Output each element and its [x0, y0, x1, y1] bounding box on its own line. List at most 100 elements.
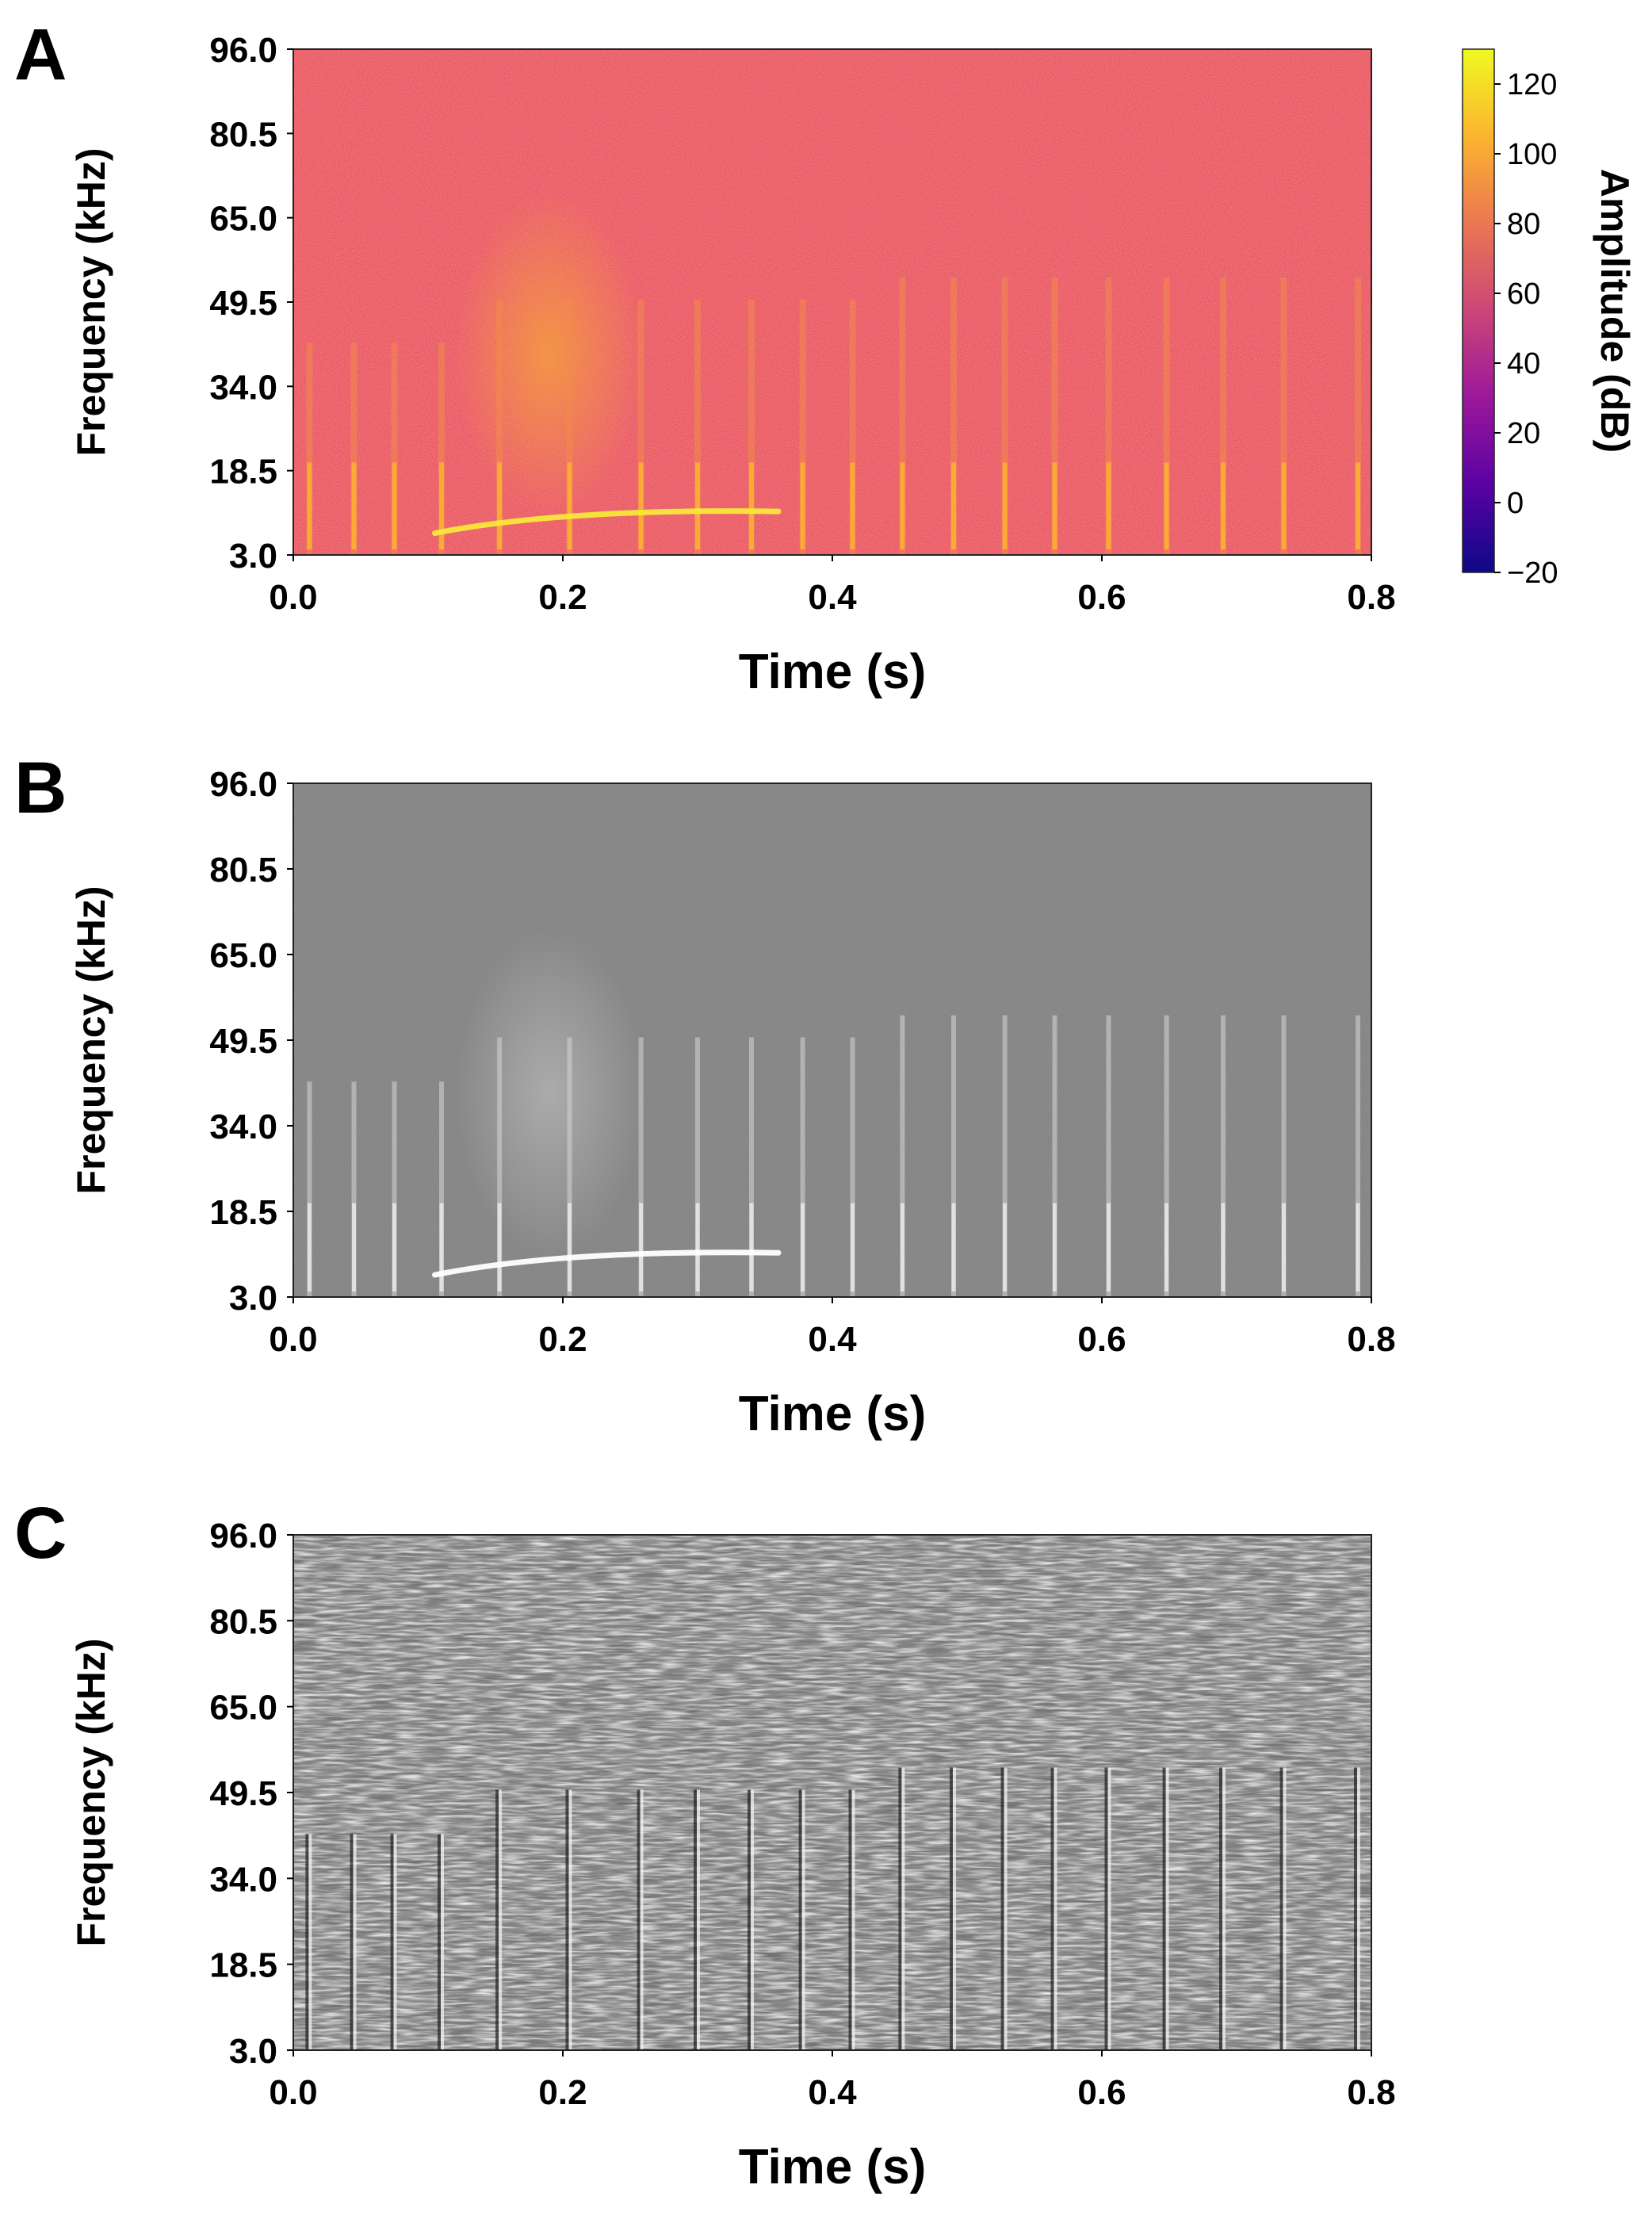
- x-tick-label: 0.6: [1077, 578, 1126, 617]
- x-tick-label: 0.8: [1347, 2073, 1395, 2112]
- pulse-core: [951, 1203, 956, 1292]
- pulse-core: [1281, 462, 1287, 550]
- pulse-edge: [1004, 1767, 1008, 2050]
- x-axis-title: Time (s): [739, 1387, 927, 1441]
- frequency-sweep: [432, 508, 782, 537]
- echolocation-pulse: [1354, 1767, 1357, 2050]
- pulse-edge: [1054, 1767, 1057, 2050]
- echolocation-pulse: [1001, 277, 1008, 555]
- y-tick-label: 96.0: [209, 1517, 277, 1555]
- echolocation-pulse: [1164, 1015, 1169, 1297]
- spectrogram-noise: [293, 49, 1371, 555]
- y-tick-label: 65.0: [209, 200, 277, 239]
- x-tick-label: 0.8: [1347, 1320, 1395, 1359]
- x-axis-title: Time (s): [739, 2140, 927, 2194]
- x-tick-label: 0.4: [808, 2073, 857, 2112]
- pulse-edge: [697, 1789, 700, 2050]
- pulse-core: [951, 462, 956, 550]
- colorbar: 120 100 80 60 40 20 0 −20 Amplitude (dB): [1462, 48, 1637, 590]
- pulse-core: [307, 1203, 312, 1292]
- echolocation-pulse: [638, 1037, 644, 1297]
- x-tick-label: 0.4: [808, 578, 857, 617]
- spectrogram-noise: [293, 783, 1371, 1297]
- x-tick-label: 0.0: [269, 2073, 317, 2112]
- echolocation-pulse: [496, 299, 503, 555]
- colorbar-tick-label: 100: [1507, 138, 1557, 171]
- y-tick-label: 18.5: [209, 1193, 277, 1232]
- x-tick-label: 0.2: [538, 578, 587, 617]
- echolocation-pulse: [1104, 1767, 1108, 2050]
- echolocation-pulse: [848, 1789, 852, 2050]
- echolocation-pulse: [850, 1037, 855, 1297]
- pulse-core: [1053, 1203, 1057, 1292]
- y-tick-label: 3.0: [229, 2032, 277, 2071]
- pulse-core: [1107, 1203, 1111, 1292]
- x-tick-label: 0.0: [269, 1320, 317, 1359]
- colorbar-tick-label: 0: [1507, 487, 1524, 520]
- y-tick-label: 18.5: [209, 1946, 277, 1985]
- echolocation-pulse: [694, 1789, 697, 2050]
- pulse-core: [695, 462, 700, 550]
- echolocation-pulse: [1220, 277, 1226, 555]
- pulse-core: [1106, 462, 1111, 550]
- pulse-core: [851, 1203, 855, 1292]
- pulse-edge: [751, 1789, 754, 2050]
- echolocation-pulse: [306, 342, 313, 555]
- echolocation-pulse: [898, 1767, 902, 2050]
- pulse-edge: [353, 1834, 357, 2050]
- y-tick-label: 49.5: [209, 284, 277, 323]
- echolocation-pulse: [748, 1789, 751, 2050]
- y-tick-label: 49.5: [209, 1774, 277, 1813]
- pulse-edge: [393, 1834, 397, 2050]
- pulse-edge: [801, 1789, 805, 2050]
- echolocation-pulse: [438, 342, 445, 555]
- echolocation-pulse: [305, 1834, 309, 2050]
- y-tick-label: 80.5: [209, 1602, 277, 1641]
- echolocation-pulse: [1051, 277, 1058, 555]
- echolocation-pulse: [1356, 1015, 1360, 1297]
- colorbar-tick-label: −20: [1507, 557, 1558, 590]
- echolocation-pulse: [438, 1834, 441, 2050]
- echolocation-pulse: [1002, 1015, 1008, 1297]
- pulse-core: [749, 462, 754, 550]
- pulse-core: [1002, 462, 1008, 550]
- pulse-core: [392, 1203, 396, 1292]
- colorbar-title: Amplitude (dB): [1593, 169, 1637, 453]
- y-tick-label: 80.5: [209, 851, 277, 890]
- echolocation-pulse: [390, 1834, 394, 2050]
- echolocation-pulse: [1105, 277, 1112, 555]
- echolocation-pulse: [565, 1789, 569, 2050]
- x-tick-label: 0.6: [1077, 2073, 1126, 2112]
- x-tick-label: 0.4: [808, 1320, 857, 1359]
- pulse-core: [1221, 1203, 1226, 1292]
- frequency-sweep: [432, 1249, 782, 1278]
- echolocation-pulse: [392, 1081, 397, 1297]
- pulse-core: [695, 1203, 700, 1292]
- echolocation-pulse: [1281, 1015, 1287, 1297]
- echolocation-pulse: [350, 342, 358, 555]
- pulse-core: [900, 462, 905, 550]
- colorbar-tick-label: 40: [1507, 347, 1540, 381]
- pulse-edge: [308, 1834, 312, 2050]
- pulse-edge: [640, 1789, 644, 2050]
- pulse-core: [307, 462, 312, 550]
- echolocation-pulse: [1163, 277, 1170, 555]
- echolocation-pulse: [900, 1015, 905, 1297]
- echolocation-pulse: [1162, 1767, 1166, 2050]
- pulse-core: [1052, 462, 1057, 550]
- echolocation-pulse: [350, 1834, 354, 2050]
- echolocation-pulse: [695, 1037, 700, 1297]
- colorbar-tick-label: 120: [1507, 68, 1557, 101]
- pulse-edge: [1165, 1767, 1169, 2050]
- echolocation-pulse: [1280, 277, 1287, 555]
- y-tick-label: 18.5: [209, 453, 277, 492]
- pulse-edge: [1357, 1767, 1360, 2050]
- echolocation-pulse: [849, 299, 856, 555]
- panel-letter: A: [14, 14, 67, 95]
- y-tick-label: 34.0: [209, 1860, 277, 1899]
- pulse-edge: [1107, 1767, 1111, 2050]
- colorbar-tick-label: 80: [1507, 208, 1540, 241]
- pulse-edge: [901, 1767, 905, 2050]
- panel-a: A 96.0 80.5 65.0 49.5 34.0 18.5 3.00.0 0.2 0.4 0.6…: [14, 14, 1396, 699]
- pulse-core: [900, 1203, 904, 1292]
